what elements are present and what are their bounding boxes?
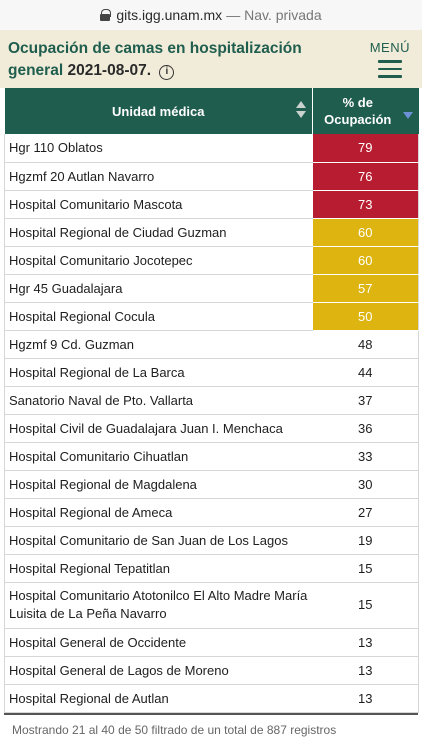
column-header-occupancy[interactable]: % de Ocupación xyxy=(312,88,419,134)
page-title-text: Ocupación de camas en hospitalización ge… xyxy=(8,40,302,79)
table-row: Hospital Regional Tepatitlan 15 xyxy=(4,554,419,583)
occupancy-cell: 30 xyxy=(312,470,419,499)
unit-name-cell: Hospital Regional Cocula xyxy=(4,302,313,331)
unit-name-cell: Hgr 45 Guadalajara xyxy=(4,274,313,303)
table-row: Hospital General de Lagos de Moreno 13 xyxy=(4,656,419,685)
table-row: Hospital Regional Cocula 50 xyxy=(4,302,419,331)
unit-name-cell: Hospital Regional de Magdalena xyxy=(4,470,313,499)
unit-name-cell: Sanatorio Naval de Pto. Vallarta xyxy=(4,386,313,415)
column-header-occupancy-label: % de Ocupación xyxy=(324,95,392,127)
occupancy-cell: 57 xyxy=(312,274,419,303)
table-row: Hospital Regional de Ameca 27 xyxy=(4,498,419,527)
occupancy-cell: 13 xyxy=(312,656,419,685)
url-text: gits.igg.unam.mx xyxy=(116,7,223,23)
table-row: Hospital Comunitario Cihuatlan 33 xyxy=(4,442,419,471)
table-row: Hgr 45 Guadalajara 57 xyxy=(4,274,419,303)
table-row: Hospital Regional de Autlan 13 xyxy=(4,684,419,713)
table-info: Mostrando 21 al 40 de 50 filtrado de un … xyxy=(4,712,418,737)
table-row: Hospital Regional de La Barca 44 xyxy=(4,358,419,387)
unit-name-cell: Hospital General de Occidente xyxy=(4,628,313,657)
page-title: Ocupación de camas en hospitalización ge… xyxy=(8,38,328,82)
lock-icon xyxy=(100,9,112,21)
unit-name-cell: Hospital Comunitario Cihuatlan xyxy=(4,442,313,471)
occupancy-cell: 79 xyxy=(312,134,419,163)
occupancy-cell: 15 xyxy=(312,582,419,629)
unit-name-cell: Hospital Comunitario Jocotepec xyxy=(4,246,313,275)
table-row: Hospital Civil de Guadalajara Juan I. Me… xyxy=(4,414,419,443)
menu-label: MENÚ xyxy=(369,40,410,55)
occupancy-cell: 33 xyxy=(312,442,419,471)
table-row: Sanatorio Naval de Pto. Vallarta 37 xyxy=(4,386,419,415)
table-row: Hgr 110 Oblatos 79 xyxy=(4,134,419,163)
unit-name-cell: Hgzmf 9 Cd. Guzman xyxy=(4,330,313,359)
unit-name-cell: Hgr 110 Oblatos xyxy=(4,134,313,163)
unit-name-cell: Hospital Regional de Ciudad Guzman xyxy=(4,218,313,247)
column-header-unit-label: Unidad médica xyxy=(112,103,205,119)
page-header: Ocupación de camas en hospitalización ge… xyxy=(0,30,422,88)
table-row: Hgzmf 9 Cd. Guzman 48 xyxy=(4,330,419,359)
occupancy-cell: 60 xyxy=(312,218,419,247)
sort-both-icon xyxy=(296,101,306,121)
unit-name-cell: Hospital Regional Tepatitlan xyxy=(4,554,313,583)
table-row: Hospital Regional de Ciudad Guzman 60 xyxy=(4,218,419,247)
unit-name-cell: Hospital Regional de Autlan xyxy=(4,684,313,713)
unit-name-cell: Hospital General de Lagos de Moreno xyxy=(4,656,313,685)
hamburger-icon xyxy=(377,60,402,78)
occupancy-cell: 37 xyxy=(312,386,419,415)
unit-name-cell: Hospital Comunitario Mascota xyxy=(4,190,313,219)
occupancy-cell: 36 xyxy=(312,414,419,443)
table-row: Hospital Comunitario Atotonilco El Alto … xyxy=(4,582,419,629)
unit-name-cell: Hospital Regional de La Barca xyxy=(4,358,313,387)
table-row: Hospital Comunitario Mascota 73 xyxy=(4,190,419,219)
column-header-unit[interactable]: Unidad médica xyxy=(4,88,313,134)
info-icon[interactable]: i xyxy=(159,65,175,80)
occupancy-cell: 60 xyxy=(312,246,419,275)
unit-name-cell: Hospital Regional de Ameca xyxy=(4,498,313,527)
occupancy-cell: 13 xyxy=(312,684,419,713)
occupancy-cell: 19 xyxy=(312,526,419,555)
sort-desc-icon xyxy=(402,112,413,119)
table-row: Hospital Regional de Magdalena 30 xyxy=(4,470,419,499)
occupancy-cell: 76 xyxy=(312,162,419,191)
unit-name-cell: Hospital Civil de Guadalajara Juan I. Me… xyxy=(4,414,313,443)
table-header-row: Unidad médica % de Ocupación xyxy=(4,88,419,134)
table-row: Hospital Comunitario Jocotepec 60 xyxy=(4,246,419,275)
occupancy-table: Unidad médica % de Ocupación Hgr 110 Obl… xyxy=(4,88,419,713)
occupancy-cell: 73 xyxy=(312,190,419,219)
occupancy-cell: 27 xyxy=(312,498,419,527)
occupancy-cell: 50 xyxy=(312,302,419,331)
unit-name-cell: Hospital Comunitario de San Juan de Los … xyxy=(4,526,313,555)
table-row: Hospital Comunitario de San Juan de Los … xyxy=(4,526,419,555)
menu-button[interactable]: MENÚ xyxy=(370,40,410,83)
private-mode-label: — Nav. privada xyxy=(226,7,322,23)
unit-name-cell: Hospital Comunitario Atotonilco El Alto … xyxy=(4,582,313,629)
browser-url-bar[interactable]: gits.igg.unam.mx — Nav. privada xyxy=(0,0,422,30)
table-row: Hospital General de Occidente 13 xyxy=(4,628,419,657)
table-row: Hgzmf 20 Autlan Navarro 76 xyxy=(4,162,419,191)
occupancy-cell: 13 xyxy=(312,628,419,657)
occupancy-cell: 15 xyxy=(312,554,419,583)
occupancy-cell: 44 xyxy=(312,358,419,387)
unit-name-cell: Hgzmf 20 Autlan Navarro xyxy=(4,162,313,191)
page-title-date: 2021-08-07. xyxy=(67,62,152,79)
occupancy-cell: 48 xyxy=(312,330,419,359)
